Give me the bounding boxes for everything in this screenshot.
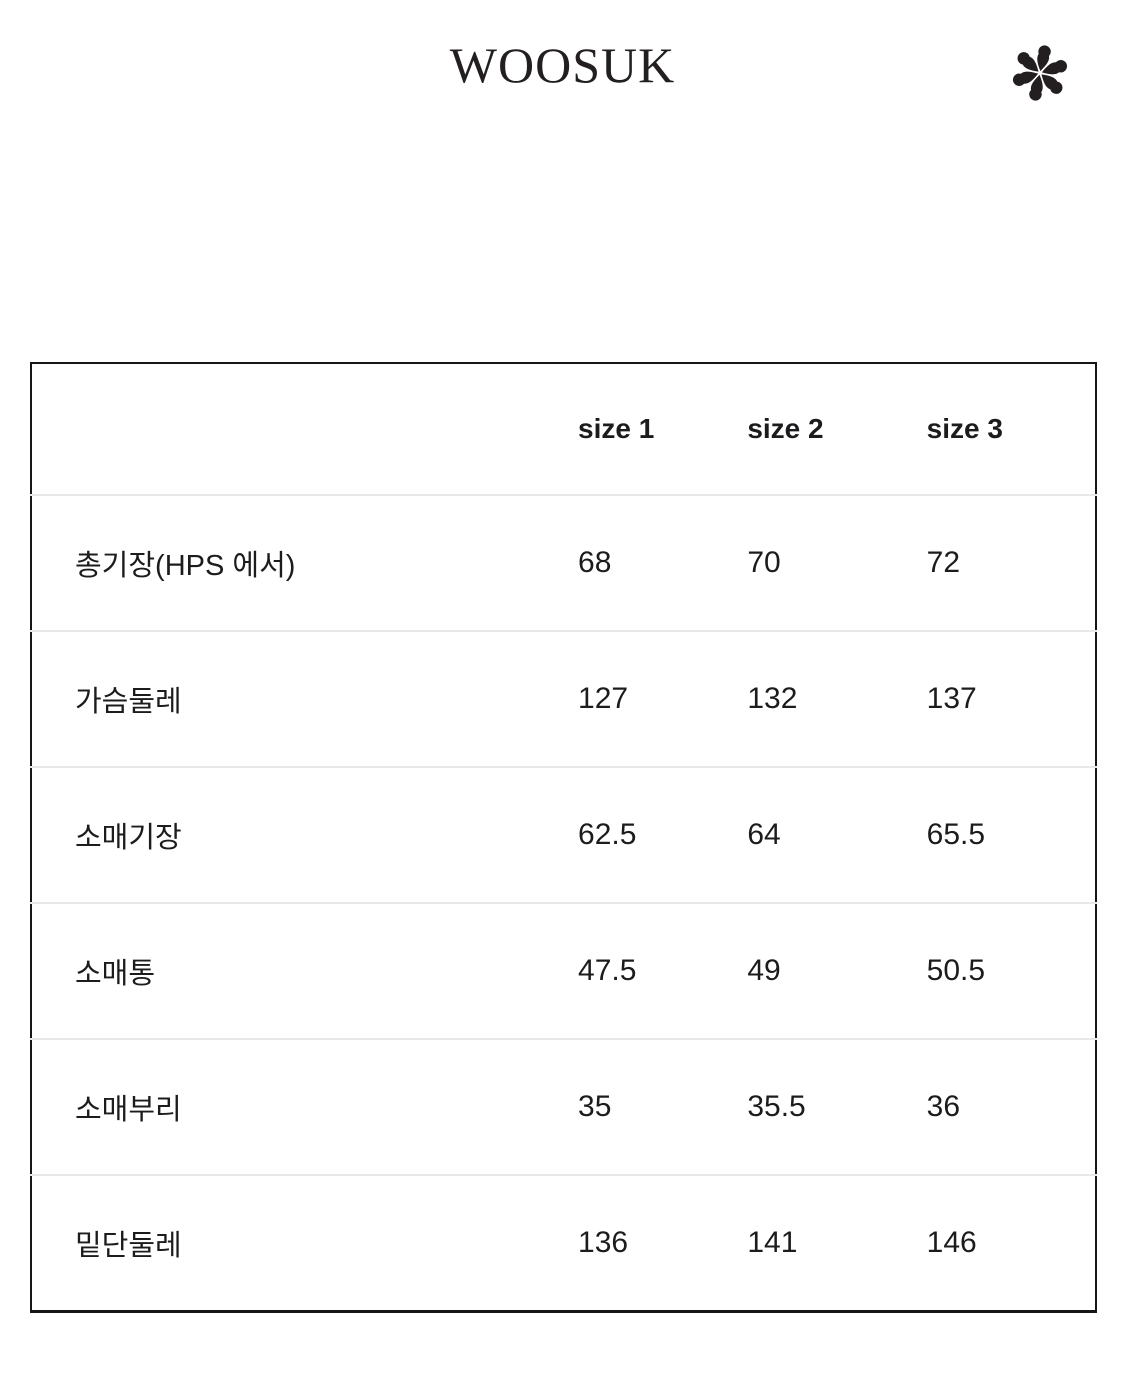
- table-row: 소매부리 35 35.5 36: [31, 1038, 1096, 1175]
- cell-value: 62.5: [578, 766, 748, 903]
- header-empty-cell: [31, 363, 578, 495]
- cell-value: 47.5: [578, 902, 748, 1039]
- row-label: 소매통: [31, 902, 579, 1039]
- table-row: 가슴둘레 127 132 137: [31, 630, 1096, 767]
- table-row: 밑단둘레 136 141 146: [31, 1174, 1096, 1312]
- row-label: 소매부리: [31, 1038, 579, 1175]
- cell-value: 137: [926, 630, 1096, 767]
- cell-value: 64: [747, 766, 927, 903]
- row-label: 밑단둘레: [31, 1174, 579, 1312]
- cell-value: 136: [578, 1174, 748, 1312]
- row-label: 소매기장: [31, 766, 579, 903]
- cell-value: 68: [578, 494, 748, 631]
- cell-value: 36: [926, 1038, 1096, 1175]
- cell-value: 127: [578, 630, 748, 767]
- cell-value: 141: [747, 1174, 927, 1312]
- row-label: 총기장(HPS 에서): [31, 494, 579, 631]
- cell-value: 132: [747, 630, 927, 767]
- cell-value: 72: [926, 494, 1096, 631]
- cell-value: 35: [578, 1038, 748, 1175]
- cell-value: 35.5: [747, 1038, 927, 1175]
- table-row: 총기장(HPS 에서) 68 70 72: [31, 494, 1096, 631]
- asterisk-icon[interactable]: [1007, 40, 1073, 106]
- table-row: 소매통 47.5 49 50.5: [31, 902, 1096, 1039]
- column-header-size3: size 3: [926, 413, 1003, 444]
- row-label: 가슴둘레: [31, 630, 579, 767]
- cell-value: 70: [747, 494, 927, 631]
- cell-value: 146: [926, 1174, 1096, 1312]
- size-chart-table: size 1 size 2 size 3 총기장(HPS 에서) 68 70 7…: [30, 362, 1097, 1313]
- cell-value: 50.5: [926, 902, 1096, 1039]
- table-row: 소매기장 62.5 64 65.5: [31, 766, 1096, 903]
- brand-logo[interactable]: WOOSUK: [449, 37, 676, 93]
- column-header-size2: size 2: [747, 413, 824, 444]
- header-row: size 1 size 2 size 3: [31, 363, 1096, 495]
- column-header-size1: size 1: [578, 413, 655, 444]
- cell-value: 49: [747, 902, 927, 1039]
- cell-value: 65.5: [926, 766, 1096, 903]
